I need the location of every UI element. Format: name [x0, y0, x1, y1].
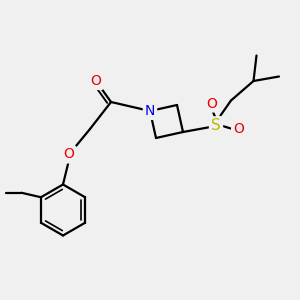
Text: O: O: [233, 122, 244, 136]
Text: O: O: [206, 97, 217, 110]
Text: N: N: [145, 104, 155, 118]
Text: S: S: [211, 118, 221, 134]
Text: O: O: [64, 148, 74, 161]
Text: O: O: [91, 74, 101, 88]
